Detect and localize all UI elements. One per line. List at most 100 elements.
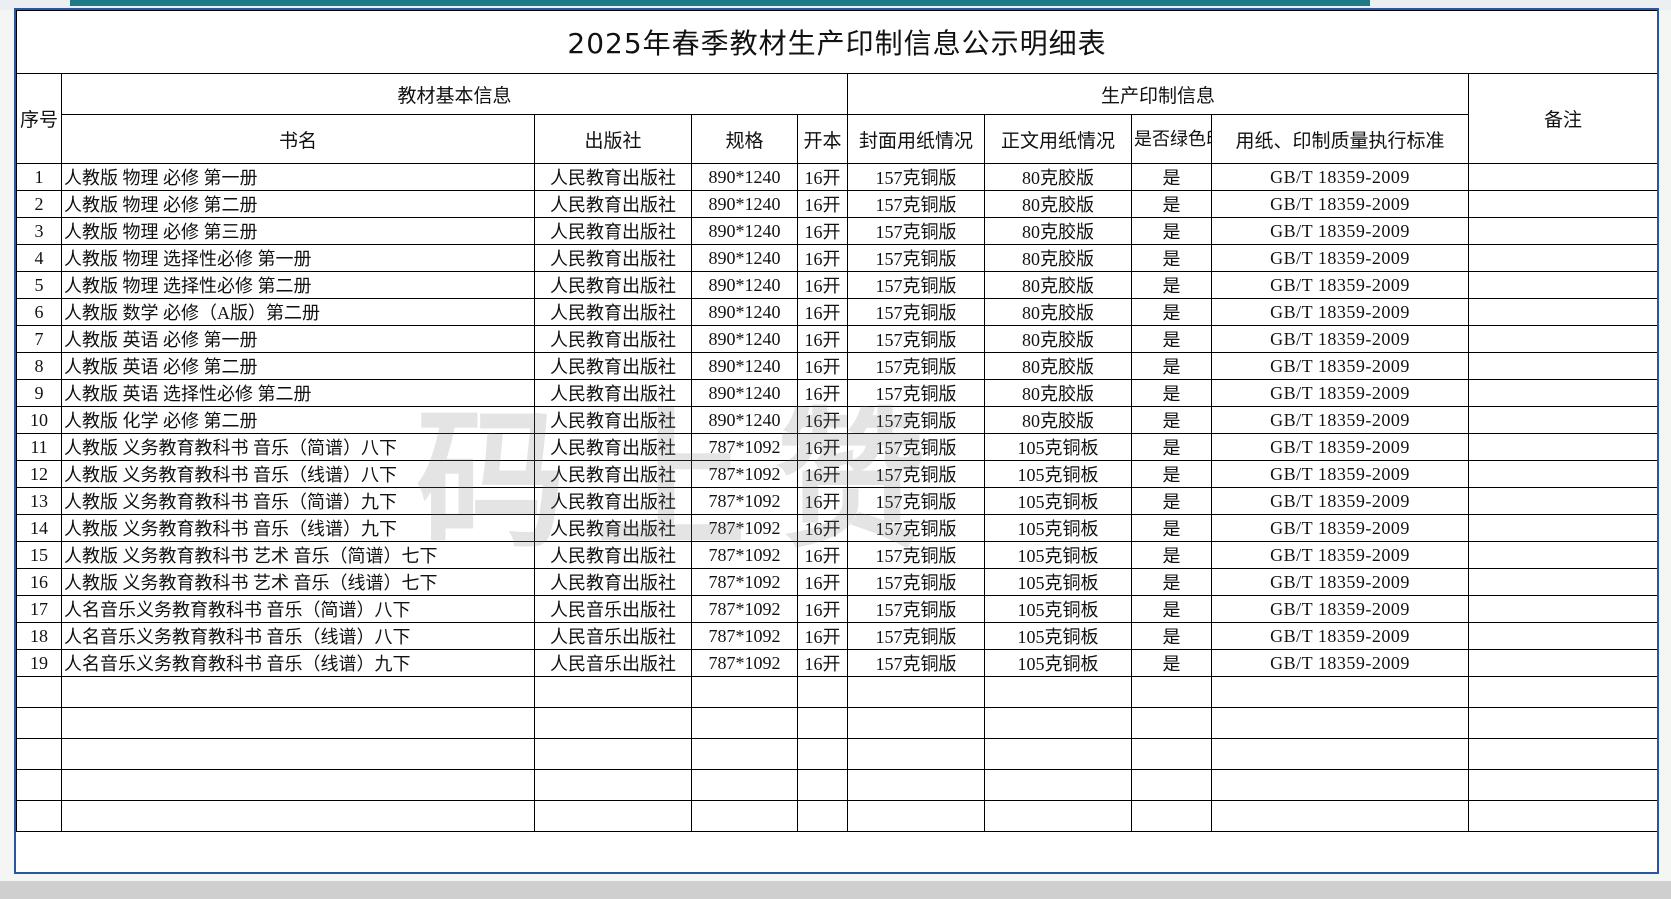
table-row[interactable]: 5 人教版 物理 选择性必修 第二册 人民教育出版社 890*1240 16开 157克铜… [16, 271, 1657, 299]
cell-publisher[interactable]: 人民教育出版社 [534, 487, 692, 515]
cell-spec[interactable]: 890*1240 [691, 298, 798, 326]
cell-seq[interactable]: 7 [16, 325, 62, 353]
cell-publisher[interactable]: 人民教育出版社 [534, 271, 692, 299]
table-row[interactable]: 18 人名音乐义务教育教科书 音乐（线谱）八下 人民音乐出版社 787*1092 16开… [16, 622, 1657, 650]
cell-size[interactable]: 16开 [797, 460, 848, 488]
cell-standard[interactable]: GB/T 18359-2009 [1211, 406, 1469, 434]
table-row[interactable]: 10 人教版 化学 必修 第二册 人民教育出版社 890*1240 16开 157克铜版 8… [16, 406, 1657, 434]
cell-cover-paper[interactable]: 157克铜版 [847, 460, 985, 488]
cell-green-print[interactable]: 是 [1131, 325, 1212, 353]
cell-body-paper[interactable]: 80克胶版 [984, 217, 1132, 245]
cell-seq[interactable]: 1 [16, 163, 62, 191]
cell-spec[interactable]: 787*1092 [691, 433, 798, 461]
cell-book[interactable]: 人教版 义务教育教科书 音乐（线谱）八下 [61, 460, 535, 488]
cell-publisher[interactable]: 人民教育出版社 [534, 541, 692, 569]
table-row[interactable]: 19 人名音乐义务教育教科书 音乐（线谱）九下 人民音乐出版社 787*1092 16开… [16, 649, 1657, 677]
cell-body-paper[interactable]: 80克胶版 [984, 163, 1132, 191]
cell-book[interactable] [61, 707, 535, 739]
cell-spec[interactable]: 890*1240 [691, 271, 798, 299]
cell-size[interactable]: 16开 [797, 541, 848, 569]
cell-book[interactable] [61, 738, 535, 770]
cell-seq[interactable] [16, 769, 62, 801]
cell-standard[interactable]: GB/T 18359-2009 [1211, 622, 1469, 650]
cell-spec[interactable]: 890*1240 [691, 352, 798, 380]
cell-green-print[interactable]: 是 [1131, 298, 1212, 326]
table-row[interactable]: 17 人名音乐义务教育教科书 音乐（简谱）八下 人民音乐出版社 787*1092 16开… [16, 595, 1657, 623]
cell-standard[interactable]: GB/T 18359-2009 [1211, 244, 1469, 272]
cell-book[interactable]: 人教版 义务教育教科书 艺术 音乐（简谱）七下 [61, 541, 535, 569]
cell-green-print[interactable] [1131, 769, 1212, 801]
cell-spec[interactable]: 787*1092 [691, 460, 798, 488]
cell-spec[interactable] [691, 707, 798, 739]
cell-spec[interactable]: 787*1092 [691, 568, 798, 596]
cell-remark[interactable] [1467, 406, 1657, 434]
cell-cover-paper[interactable] [847, 769, 985, 801]
cell-remark[interactable] [1467, 649, 1657, 677]
cell-book[interactable]: 人教版 物理 必修 第一册 [61, 163, 535, 191]
cell-standard[interactable]: GB/T 18359-2009 [1211, 298, 1469, 326]
cell-green-print[interactable]: 是 [1131, 244, 1212, 272]
table-row[interactable]: 14 人教版 义务教育教科书 音乐（线谱）九下 人民教育出版社 787*1092 16开… [16, 514, 1657, 542]
table-row[interactable]: 2 人教版 物理 必修 第二册 人民教育出版社 890*1240 16开 157克铜版 80… [16, 190, 1657, 218]
cell-body-paper[interactable]: 80克胶版 [984, 298, 1132, 326]
cell-seq[interactable]: 13 [16, 487, 62, 515]
cell-green-print[interactable]: 是 [1131, 190, 1212, 218]
cell-book[interactable]: 人教版 物理 必修 第三册 [61, 217, 535, 245]
cell-body-paper[interactable]: 80克胶版 [984, 244, 1132, 272]
cell-body-paper[interactable]: 105克铜板 [984, 460, 1132, 488]
cell-size[interactable] [797, 707, 848, 739]
cell-body-paper[interactable]: 80克胶版 [984, 352, 1132, 380]
cell-publisher[interactable]: 人民教育出版社 [534, 433, 692, 461]
cell-remark[interactable] [1467, 460, 1657, 488]
cell-green-print[interactable]: 是 [1131, 217, 1212, 245]
table-row[interactable]: 4 人教版 物理 选择性必修 第一册 人民教育出版社 890*1240 16开 157克铜… [16, 244, 1657, 272]
cell-size[interactable] [797, 676, 848, 708]
cell-seq[interactable]: 19 [16, 649, 62, 677]
cell-body-paper[interactable] [984, 707, 1132, 739]
cell-spec[interactable] [691, 676, 798, 708]
cell-cover-paper[interactable]: 157克铜版 [847, 325, 985, 353]
cell-cover-paper[interactable]: 157克铜版 [847, 541, 985, 569]
cell-seq[interactable] [16, 676, 62, 708]
cell-size[interactable] [797, 738, 848, 770]
cell-size[interactable]: 16开 [797, 352, 848, 380]
cell-book[interactable]: 人教版 英语 必修 第二册 [61, 352, 535, 380]
cell-publisher[interactable]: 人民音乐出版社 [534, 649, 692, 677]
cell-seq[interactable]: 10 [16, 406, 62, 434]
cell-size[interactable]: 16开 [797, 406, 848, 434]
cell-book[interactable]: 人教版 义务教育教科书 音乐（简谱）八下 [61, 433, 535, 461]
cell-publisher[interactable]: 人民教育出版社 [534, 325, 692, 353]
cell-standard[interactable] [1211, 800, 1469, 832]
cell-publisher[interactable] [534, 676, 692, 708]
cell-green-print[interactable]: 是 [1131, 460, 1212, 488]
cell-publisher[interactable]: 人民教育出版社 [534, 298, 692, 326]
cell-remark[interactable] [1467, 190, 1657, 218]
cell-standard[interactable] [1211, 707, 1469, 739]
cell-spec[interactable]: 787*1092 [691, 649, 798, 677]
cell-body-paper[interactable] [984, 738, 1132, 770]
cell-seq[interactable] [16, 707, 62, 739]
cell-publisher[interactable]: 人民教育出版社 [534, 163, 692, 191]
cell-seq[interactable]: 14 [16, 514, 62, 542]
cell-book[interactable] [61, 769, 535, 801]
cell-standard[interactable] [1211, 676, 1469, 708]
cell-publisher[interactable] [534, 769, 692, 801]
cell-spec[interactable]: 890*1240 [691, 163, 798, 191]
cell-standard[interactable]: GB/T 18359-2009 [1211, 514, 1469, 542]
cell-remark[interactable] [1467, 487, 1657, 515]
cell-green-print[interactable]: 是 [1131, 487, 1212, 515]
cell-body-paper[interactable]: 105克铜板 [984, 622, 1132, 650]
cell-remark[interactable] [1467, 707, 1657, 739]
cell-remark[interactable] [1467, 379, 1657, 407]
cell-remark[interactable] [1467, 800, 1657, 832]
cell-remark[interactable] [1467, 568, 1657, 596]
cell-body-paper[interactable] [984, 769, 1132, 801]
cell-remark[interactable] [1467, 325, 1657, 353]
cell-size[interactable]: 16开 [797, 433, 848, 461]
cell-seq[interactable] [16, 800, 62, 832]
cell-remark[interactable] [1467, 298, 1657, 326]
table-row-empty[interactable] [16, 676, 1657, 708]
cell-size[interactable]: 16开 [797, 487, 848, 515]
cell-cover-paper[interactable] [847, 676, 985, 708]
cell-spec[interactable]: 787*1092 [691, 595, 798, 623]
